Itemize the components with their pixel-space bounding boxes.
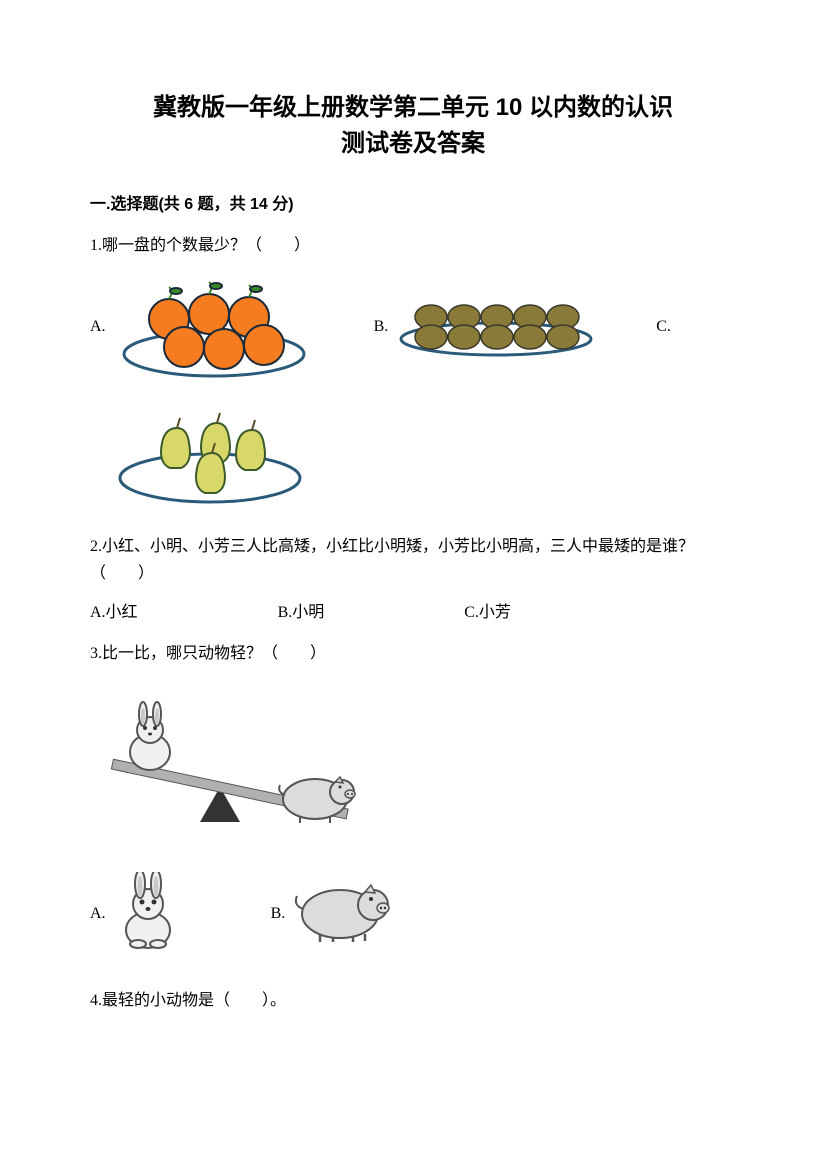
q1-opt-c-image <box>110 398 736 513</box>
q3-text: 3.比一比，哪只动物轻？（ ） <box>90 640 736 667</box>
q2-opt-a: A.小红 <box>90 598 138 622</box>
q3-opt-a: A. <box>90 872 181 957</box>
q1-opt-a-label: A. <box>90 318 106 336</box>
q3-opt-b: B. <box>271 879 396 949</box>
q3-opt-a-image <box>116 872 181 957</box>
title-line2: 测试卷及答案 <box>341 130 485 157</box>
q3-opt-a-label: A. <box>90 905 106 923</box>
q1-text: 1.哪一盘的个数最少？（ ） <box>90 232 736 259</box>
q2-options: A.小红 B.小明 C.小芳 <box>90 598 736 622</box>
section-1-heading: 一.选择题(共 6 题，共 14 分) <box>90 190 736 214</box>
title-line1: 冀教版一年级上册数学第二单元 10 以内数的认识 <box>153 94 673 121</box>
q3-opt-b-image <box>295 879 395 949</box>
q1-opt-b-image <box>396 289 596 364</box>
q2-text: 2.小红、小明、小芳三人比高矮，小红比小明矮，小芳比小明高，三人中最矮的是谁？（… <box>90 533 736 587</box>
q1-opt-a-image <box>114 269 314 384</box>
q1-opt-b-label: B. <box>374 318 389 336</box>
q3-seesaw-image <box>90 677 736 842</box>
q1-opt-c-label: C. <box>656 318 671 336</box>
q2-opt-b: B.小明 <box>278 598 325 622</box>
q3-options: A. B. <box>90 872 736 957</box>
q2-opt-c: C.小芳 <box>464 598 511 622</box>
q3-opt-b-label: B. <box>271 905 286 923</box>
q1-options-row: A. B. C. <box>90 269 736 384</box>
page-title: 冀教版一年级上册数学第二单元 10 以内数的认识 测试卷及答案 <box>90 90 736 162</box>
q4-text: 4.最轻的小动物是（ ）。 <box>90 987 736 1014</box>
